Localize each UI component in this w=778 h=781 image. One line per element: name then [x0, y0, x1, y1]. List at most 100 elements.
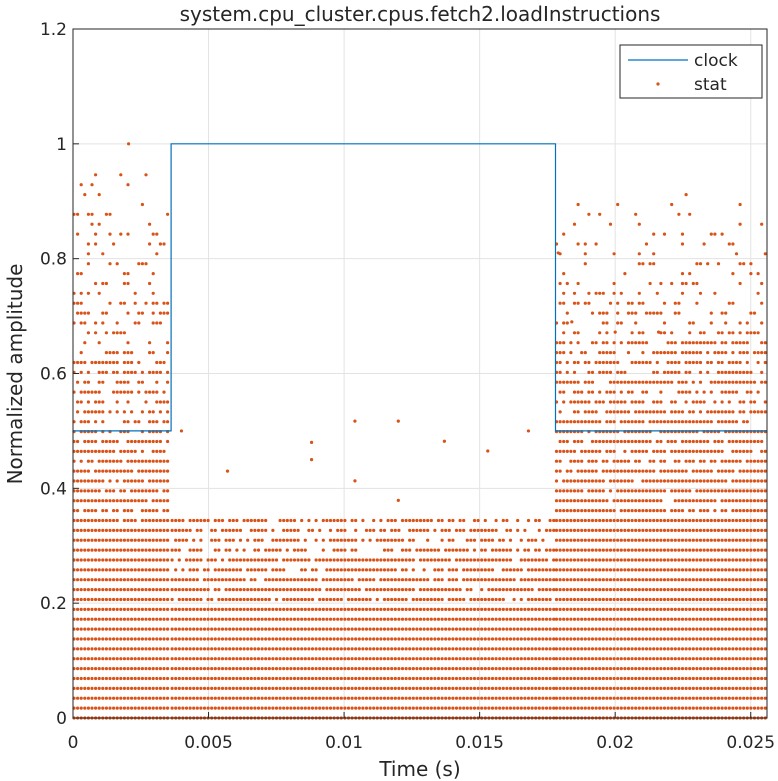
stat-point	[541, 696, 545, 700]
stat-point	[325, 588, 329, 592]
stat-point	[289, 627, 293, 631]
stat-point	[158, 459, 162, 463]
stat-point	[691, 686, 695, 691]
stat-point	[83, 676, 87, 681]
stat-point	[724, 380, 728, 384]
stat-point	[184, 647, 189, 651]
stat-point	[155, 360, 159, 365]
stat-point	[684, 667, 688, 671]
stat-point	[408, 627, 412, 631]
stat-point	[666, 686, 670, 691]
stat-point	[662, 558, 667, 562]
stat-point	[300, 676, 304, 681]
stat-point	[465, 686, 469, 691]
stat-point	[426, 627, 430, 631]
stat-point	[220, 568, 225, 572]
stat-point	[90, 686, 94, 691]
stat-point	[314, 637, 318, 641]
stat-point	[763, 518, 767, 523]
stat-point	[162, 499, 166, 503]
stat-point	[170, 597, 174, 602]
stat-point	[554, 597, 559, 602]
stat-point	[101, 459, 105, 463]
stat-point	[79, 637, 83, 641]
stat-point	[213, 627, 217, 631]
stat-point	[104, 548, 108, 552]
stat-point	[202, 696, 207, 700]
stat-point	[264, 686, 268, 691]
stat-point	[590, 676, 595, 681]
stat-point	[267, 578, 271, 582]
stat-point	[641, 518, 645, 523]
stat-point	[619, 578, 623, 582]
stat-point	[594, 706, 598, 710]
stat-point	[325, 597, 329, 602]
stat-point	[260, 676, 264, 681]
stat-point	[731, 459, 735, 463]
stat-point	[318, 706, 322, 710]
stat-point	[673, 657, 677, 661]
stat-point	[264, 597, 268, 602]
stat-point	[155, 696, 159, 700]
stat-point	[612, 528, 616, 533]
stat-point	[447, 607, 451, 612]
stat-point	[246, 627, 250, 631]
stat-point	[386, 578, 390, 582]
stat-point	[702, 420, 706, 424]
stat-point	[483, 706, 487, 710]
stat-point	[404, 637, 408, 641]
stat-point	[619, 538, 623, 542]
stat-point	[749, 499, 753, 503]
stat-point	[652, 469, 656, 473]
stat-point	[727, 548, 731, 552]
stat-point	[119, 617, 123, 621]
stat-point	[666, 528, 670, 533]
stat-point	[238, 637, 243, 641]
stat-point	[760, 538, 764, 542]
stat-point	[151, 291, 155, 295]
stat-point	[174, 607, 178, 612]
stat-point	[738, 647, 742, 651]
stat-point	[422, 558, 426, 562]
stat-point	[289, 607, 293, 612]
stat-point	[576, 509, 580, 513]
stat-point	[454, 548, 459, 552]
stat-point	[512, 597, 516, 602]
stat-point	[526, 667, 531, 671]
stat-point	[756, 647, 760, 651]
stat-point	[601, 578, 605, 582]
stat-point	[292, 558, 297, 562]
stat-point	[760, 637, 764, 641]
stat-point	[83, 706, 87, 710]
stat-point	[626, 617, 631, 621]
stat-point	[756, 558, 760, 562]
stat-point	[634, 509, 638, 513]
stat-point	[228, 676, 232, 681]
stat-point	[616, 439, 620, 444]
stat-point	[749, 706, 753, 710]
stat-point	[505, 667, 509, 671]
stat-point	[364, 607, 369, 612]
stat-point	[590, 538, 595, 542]
stat-point	[720, 706, 724, 710]
stat-point	[397, 667, 401, 671]
stat-point	[101, 568, 105, 572]
stat-point	[76, 479, 80, 483]
stat-point	[619, 370, 623, 374]
stat-point	[487, 637, 491, 641]
stat-point	[148, 390, 152, 394]
stat-point	[641, 597, 645, 602]
stat-point	[418, 657, 423, 661]
stat-point	[166, 706, 170, 710]
stat-point	[630, 657, 634, 661]
stat-point	[598, 637, 602, 641]
stat-point	[490, 676, 495, 681]
stat-point	[148, 597, 152, 602]
stat-point	[400, 686, 405, 691]
stat-point	[458, 686, 462, 691]
stat-point	[166, 420, 170, 424]
stat-point	[122, 627, 126, 631]
stat-point	[361, 676, 365, 681]
stat-point	[487, 706, 491, 710]
stat-point	[267, 607, 271, 612]
